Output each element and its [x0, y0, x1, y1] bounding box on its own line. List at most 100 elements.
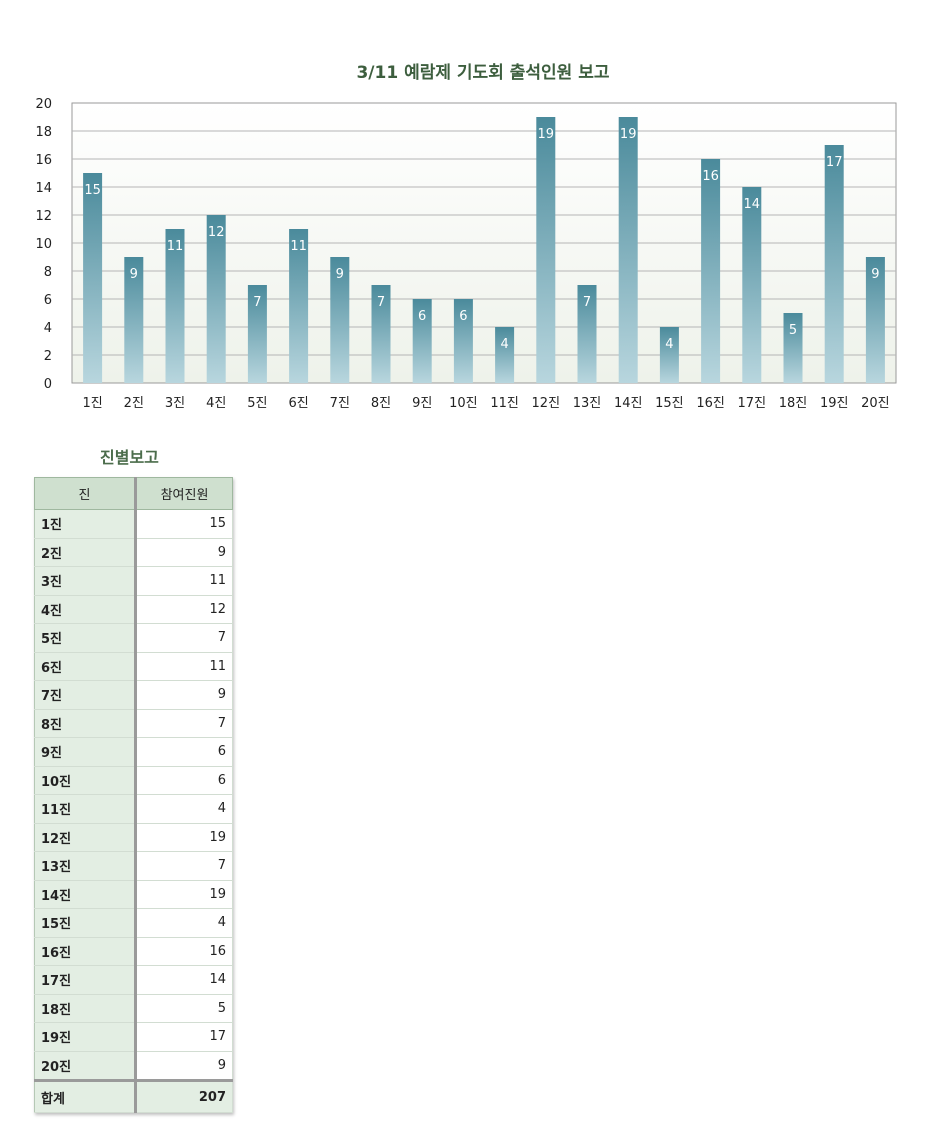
table-row: 14진 19	[34, 880, 233, 909]
bar-value-label: 16	[702, 169, 719, 184]
x-tick-label: 1진	[82, 396, 102, 411]
bars	[83, 117, 885, 383]
bar	[165, 229, 185, 383]
table-row: 18진 5	[34, 994, 233, 1023]
bar-value-label: 4	[665, 337, 673, 352]
team-name-cell: 3진	[34, 566, 137, 596]
x-tick-label: 5진	[247, 396, 267, 411]
bar-value-label: 6	[418, 309, 426, 324]
attendance-cell: 16	[135, 937, 233, 966]
bar-value-label: 9	[130, 267, 138, 282]
team-name-cell: 10진	[34, 766, 137, 795]
table-row: 2진 9	[34, 538, 233, 567]
attendance-cell: 7	[135, 851, 233, 881]
y-tick-label: 20	[35, 97, 52, 112]
bar-value-label: 12	[208, 225, 225, 240]
attendance-cell: 19	[135, 823, 233, 852]
table-row: 7진 9	[34, 680, 233, 710]
team-name-cell: 16진	[34, 937, 137, 966]
team-name-cell: 9진	[34, 737, 137, 767]
x-tick-label: 18진	[779, 396, 808, 411]
team-name-cell: 8진	[34, 709, 137, 738]
table-row: 12진 19	[34, 823, 233, 852]
y-tick-label: 8	[44, 265, 52, 280]
table-row: 10진 6	[34, 766, 233, 795]
team-name-cell: 13진	[34, 851, 137, 881]
attendance-cell: 5	[135, 994, 233, 1023]
x-tick-label: 15진	[655, 396, 684, 411]
table-row: 17진 14	[34, 965, 233, 995]
bar-value-label: 19	[538, 127, 555, 142]
bar	[577, 285, 597, 383]
bar-value-label: 11	[290, 239, 307, 254]
bar	[701, 159, 721, 383]
x-tick-label: 14진	[614, 396, 643, 411]
bar-value-label: 6	[459, 309, 467, 324]
table-row: 1진 15	[34, 509, 233, 539]
x-tick-label: 2진	[124, 396, 144, 411]
attendance-cell: 4	[135, 794, 233, 824]
team-name-cell: 1진	[34, 509, 137, 539]
x-tick-label: 12진	[532, 396, 561, 411]
x-tick-label: 7진	[330, 396, 350, 411]
bar-value-label: 15	[84, 183, 101, 198]
table-row: 13진 7	[34, 851, 233, 881]
table-row: 20진 9	[34, 1051, 233, 1081]
attendance-cell: 9	[135, 538, 233, 567]
data-labels: 15 9 11 12 7 11 9 7 6 6 4 19 7 19 4 16 14 5 17 9	[84, 127, 879, 352]
bar	[206, 215, 226, 383]
bar	[618, 117, 638, 383]
attendance-cell: 12	[135, 595, 233, 624]
y-tick-label: 2	[44, 349, 52, 364]
bar	[289, 229, 309, 383]
attendance-cell: 7	[135, 623, 233, 653]
attendance-cell: 9	[135, 1051, 233, 1081]
bar-value-label: 17	[826, 155, 843, 170]
table-row: 15진 4	[34, 908, 233, 938]
bar-value-label: 11	[167, 239, 184, 254]
attendance-cell: 15	[135, 509, 233, 539]
team-name-cell: 14진	[34, 880, 137, 909]
y-tick-label: 0	[44, 377, 52, 392]
x-tick-label: 8진	[371, 396, 391, 411]
table-row: 3진 11	[34, 566, 233, 596]
column-header-team: 진	[34, 477, 137, 510]
bar-value-label: 7	[253, 295, 261, 310]
attendance-cell: 14	[135, 965, 233, 995]
table-row: 16진 16	[34, 937, 233, 966]
y-tick-label: 6	[44, 293, 52, 308]
y-axis-ticks: 0 2 4 6 8 10 12 14 16 18 20	[35, 97, 52, 392]
bar-value-label: 4	[500, 337, 508, 352]
bar	[824, 145, 844, 383]
bar	[742, 187, 762, 383]
x-tick-label: 10진	[449, 396, 478, 411]
team-name-cell: 17진	[34, 965, 137, 995]
bar-value-label: 9	[336, 267, 344, 282]
y-tick-label: 12	[35, 209, 52, 224]
bar-value-label: 9	[871, 267, 879, 282]
table-title: 진별보고	[100, 448, 159, 467]
team-name-cell: 20진	[34, 1051, 137, 1081]
team-name-cell: 4진	[34, 595, 137, 624]
team-name-cell: 12진	[34, 823, 137, 852]
chart-title: 3/11 예람제 기도회 출석인원 보고	[356, 63, 610, 83]
team-name-cell: 15진	[34, 908, 137, 938]
attendance-cell: 19	[135, 880, 233, 909]
report-table: 진 참여진원 1진 15 2진 9 3진 11 4진 12 5진 7 6진 11 7진 9 8진 7 9진 6 10…	[34, 477, 233, 1113]
table-row: 6진 11	[34, 652, 233, 681]
x-tick-label: 9진	[412, 396, 432, 411]
bar-value-label: 19	[620, 127, 637, 142]
x-tick-label: 19진	[820, 396, 849, 411]
bar	[247, 285, 267, 383]
x-tick-label: 17진	[738, 396, 767, 411]
y-tick-label: 14	[35, 181, 52, 196]
x-tick-label: 11진	[490, 396, 519, 411]
total-value: 207	[135, 1079, 233, 1113]
team-name-cell: 11진	[34, 794, 137, 824]
x-tick-label: 3진	[165, 396, 185, 411]
column-header-count: 참여진원	[135, 477, 233, 510]
team-name-cell: 6진	[34, 652, 137, 681]
bar	[330, 257, 350, 383]
x-axis-ticks: 1진 2진 3진 4진 5진 6진 7진 8진 9진 10진 11진 12진 13진 14진 15진 16진 1…	[82, 396, 889, 411]
attendance-cell: 9	[135, 680, 233, 710]
